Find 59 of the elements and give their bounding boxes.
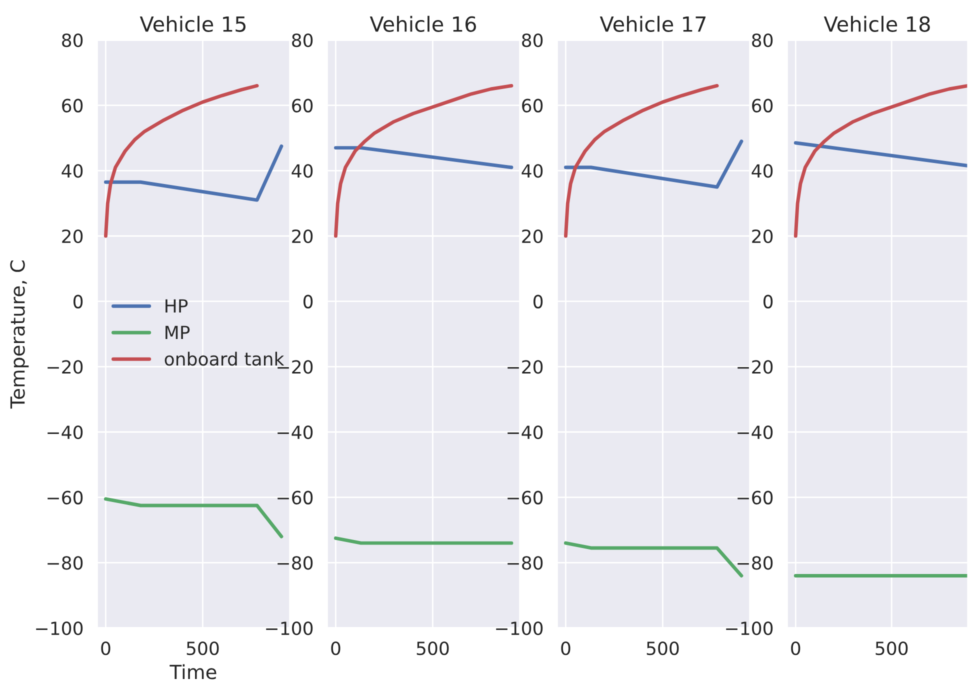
line-series: [104, 84, 259, 238]
y-tick-label: −80: [48, 556, 83, 570]
y-tick-label: −20: [508, 360, 543, 374]
y-tick-label: −20: [738, 360, 773, 374]
chart-title: Vehicle 17: [600, 16, 706, 32]
chart-title: Vehicle 16: [370, 16, 476, 32]
y-tick-label: −40: [738, 425, 773, 440]
x-tick-label: 500: [876, 642, 908, 656]
y-tick-label: −60: [508, 490, 543, 504]
y-tick-label: 80: [292, 33, 313, 48]
legend-label: MP: [166, 326, 190, 339]
legend-label: HP: [166, 299, 188, 312]
y-tick-label: −40: [508, 425, 543, 440]
x-tick-label: 500: [416, 642, 449, 656]
y-tick-label: 0: [74, 294, 83, 308]
y-tick-label: 80: [62, 33, 83, 48]
y-tick-label: 40: [62, 164, 83, 178]
y-tick-label: 60: [62, 98, 83, 112]
y-tick-label: 60: [752, 98, 773, 112]
x-tick-label: 500: [646, 642, 679, 656]
y-tick-label: −60: [48, 490, 83, 504]
line-series: [334, 84, 514, 238]
y-tick-label: −80: [738, 556, 773, 570]
y-tick-label: −80: [508, 556, 543, 570]
y-tick-label: 60: [292, 98, 313, 112]
y-tick-label: −100: [266, 621, 313, 636]
y-tick-label: 20: [292, 229, 313, 244]
y-tick-label: −100: [726, 621, 773, 636]
y-tick-label: 0: [304, 294, 313, 308]
x-tick-label: 500: [186, 642, 219, 656]
y-tick-label: 20: [522, 229, 543, 244]
y-tick-label: 20: [62, 229, 83, 244]
y-tick-label: −60: [278, 490, 313, 504]
y-tick-label: 40: [292, 164, 313, 178]
y-axis-title: Temperature, C: [10, 260, 29, 409]
y-tick-label: 80: [752, 33, 773, 48]
y-tick-label: 40: [522, 164, 543, 178]
x-tick-label: 0: [331, 642, 340, 656]
y-tick-label: 40: [752, 164, 773, 178]
y-tick-label: −80: [278, 556, 313, 570]
x-tick-label: 0: [101, 642, 110, 656]
line-series: [564, 84, 719, 238]
y-tick-label: −20: [48, 360, 83, 374]
chart-title: Vehicle 18: [824, 16, 930, 32]
y-tick-label: −40: [278, 425, 313, 440]
x-tick-label: 0: [561, 642, 570, 656]
y-tick-label: 60: [522, 98, 543, 112]
y-tick-label: −40: [48, 425, 83, 440]
x-axis-title: Time: [170, 664, 216, 680]
y-tick-label: −100: [36, 621, 83, 636]
y-tick-label: 20: [752, 229, 773, 244]
y-tick-label: 0: [534, 294, 543, 308]
line-series: [794, 84, 968, 238]
y-tick-label: −100: [496, 621, 543, 636]
y-tick-label: −60: [738, 490, 773, 504]
y-tick-label: 80: [522, 33, 543, 48]
x-tick-label: 0: [791, 642, 800, 656]
y-tick-label: 0: [764, 294, 773, 308]
chart-title: Vehicle 15: [140, 16, 246, 32]
